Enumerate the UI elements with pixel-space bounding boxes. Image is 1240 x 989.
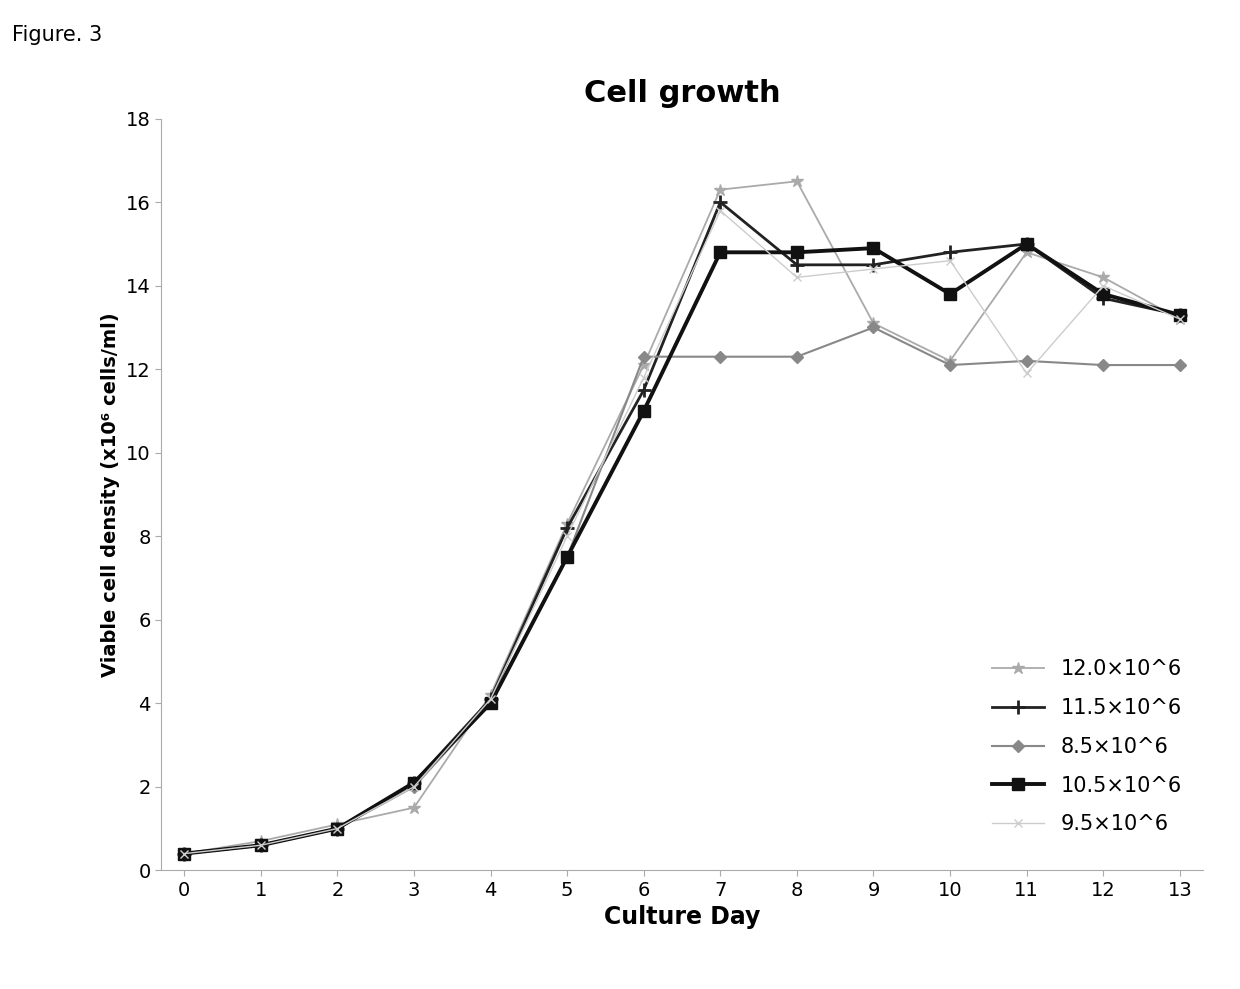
10.5×10^6 (1172, 309, 1187, 320)
12.0×10^6 (1019, 246, 1034, 258)
11.5×10^6 (713, 196, 728, 208)
12.0×10^6 (713, 184, 728, 196)
X-axis label: Culture Day: Culture Day (604, 905, 760, 930)
9.5×10^6 (484, 693, 498, 705)
10.5×10^6 (330, 823, 345, 835)
Title: Cell growth: Cell growth (584, 79, 780, 108)
10.5×10^6 (177, 848, 192, 859)
10.5×10^6 (1019, 238, 1034, 250)
10.5×10^6 (636, 405, 651, 417)
9.5×10^6 (942, 255, 957, 267)
10.5×10^6 (253, 840, 268, 852)
12.0×10^6 (1096, 271, 1111, 283)
9.5×10^6 (330, 823, 345, 835)
9.5×10^6 (790, 271, 805, 283)
12.0×10^6 (1172, 314, 1187, 325)
11.5×10^6 (636, 384, 651, 396)
9.5×10^6 (407, 781, 422, 793)
11.5×10^6 (559, 522, 574, 534)
10.5×10^6 (484, 697, 498, 709)
12.0×10^6 (636, 359, 651, 371)
9.5×10^6 (713, 205, 728, 217)
12.0×10^6 (484, 689, 498, 701)
Legend: 12.0×10^6, 11.5×10^6, 8.5×10^6, 10.5×10^6, 9.5×10^6: 12.0×10^6, 11.5×10^6, 8.5×10^6, 10.5×10^… (982, 649, 1193, 845)
8.5×10^6 (253, 840, 268, 852)
12.0×10^6 (407, 802, 422, 814)
11.5×10^6 (1019, 238, 1034, 250)
11.5×10^6 (942, 246, 957, 258)
11.5×10^6 (177, 848, 192, 859)
10.5×10^6 (942, 288, 957, 300)
Y-axis label: Viable cell density (x10⁶ cells/ml): Viable cell density (x10⁶ cells/ml) (102, 313, 120, 676)
12.0×10^6 (559, 518, 574, 530)
9.5×10^6 (866, 263, 880, 275)
8.5×10^6 (484, 697, 498, 709)
9.5×10^6 (177, 848, 192, 859)
8.5×10^6 (942, 359, 957, 371)
12.0×10^6 (942, 355, 957, 367)
10.5×10^6 (559, 551, 574, 563)
Line: 12.0×10^6: 12.0×10^6 (177, 175, 1187, 859)
12.0×10^6 (790, 175, 805, 187)
10.5×10^6 (790, 246, 805, 258)
9.5×10^6 (636, 372, 651, 384)
Line: 9.5×10^6: 9.5×10^6 (180, 207, 1184, 857)
8.5×10^6 (636, 351, 651, 363)
9.5×10^6 (253, 840, 268, 852)
12.0×10^6 (177, 848, 192, 859)
8.5×10^6 (1172, 359, 1187, 371)
Line: 8.5×10^6: 8.5×10^6 (180, 323, 1184, 857)
8.5×10^6 (407, 781, 422, 793)
8.5×10^6 (1096, 359, 1111, 371)
11.5×10^6 (866, 259, 880, 271)
11.5×10^6 (1172, 309, 1187, 320)
9.5×10^6 (1019, 368, 1034, 380)
12.0×10^6 (253, 835, 268, 847)
10.5×10^6 (407, 776, 422, 788)
11.5×10^6 (484, 693, 498, 705)
8.5×10^6 (790, 351, 805, 363)
11.5×10^6 (1096, 293, 1111, 305)
10.5×10^6 (866, 242, 880, 254)
10.5×10^6 (713, 246, 728, 258)
12.0×10^6 (866, 317, 880, 329)
Line: 11.5×10^6: 11.5×10^6 (177, 195, 1187, 860)
10.5×10^6 (1096, 288, 1111, 300)
8.5×10^6 (1019, 355, 1034, 367)
8.5×10^6 (866, 321, 880, 333)
9.5×10^6 (1096, 280, 1111, 292)
9.5×10^6 (1172, 314, 1187, 325)
8.5×10^6 (559, 551, 574, 563)
9.5×10^6 (559, 530, 574, 542)
8.5×10^6 (177, 848, 192, 859)
8.5×10^6 (330, 823, 345, 835)
11.5×10^6 (253, 840, 268, 852)
11.5×10^6 (790, 259, 805, 271)
12.0×10^6 (330, 819, 345, 831)
11.5×10^6 (330, 823, 345, 835)
Text: Figure. 3: Figure. 3 (12, 25, 103, 45)
Line: 10.5×10^6: 10.5×10^6 (177, 237, 1187, 859)
8.5×10^6 (713, 351, 728, 363)
11.5×10^6 (407, 776, 422, 788)
